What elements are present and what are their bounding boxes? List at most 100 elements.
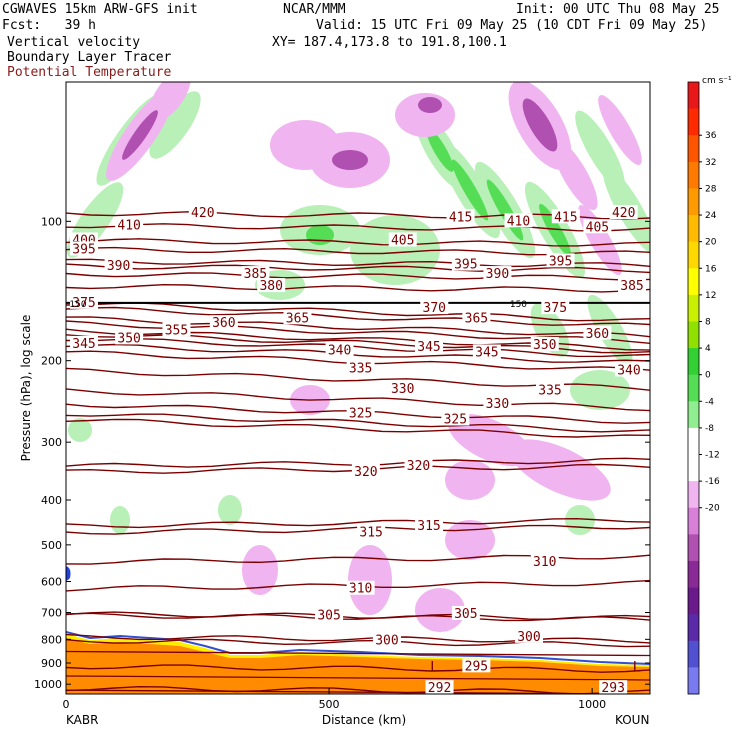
theta-label: 292 xyxy=(428,681,451,696)
theta-label: 355 xyxy=(165,323,188,338)
theta-contour-line xyxy=(66,413,650,433)
theta-label: 390 xyxy=(486,267,509,282)
y-tick-label: 100 xyxy=(41,215,62,228)
colorbar-swatch xyxy=(688,454,699,482)
theta-label-bg xyxy=(325,342,354,357)
theta-label: 320 xyxy=(354,465,377,480)
colorbar-swatch xyxy=(688,560,699,589)
theta-label: 370 xyxy=(423,301,446,316)
theta-label-bg xyxy=(346,580,375,595)
y-axis: 100 200 300 400 500 600 700 800 900 1000 xyxy=(34,215,650,691)
plot-frame xyxy=(65,81,651,695)
theta-contour-line xyxy=(66,388,650,412)
org-label: NCAR/MMM xyxy=(283,2,346,17)
theta-contour-line xyxy=(66,675,650,681)
theta-label-bg xyxy=(257,278,286,293)
theta-label-bg xyxy=(162,322,191,337)
theta-label: 350 xyxy=(533,338,556,353)
theta-label: 330 xyxy=(486,397,509,412)
theta-label: 300 xyxy=(517,630,540,645)
theta-label-bg xyxy=(599,680,628,695)
theta-label: 415 xyxy=(449,210,472,225)
theta-label: 325 xyxy=(444,412,467,427)
theta-label: 305 xyxy=(317,608,340,623)
theta-label-bg xyxy=(283,310,312,325)
theta-label: 410 xyxy=(507,214,530,229)
colorbar-swatch xyxy=(688,82,699,110)
theta-contour-line xyxy=(66,223,650,232)
y-axis-title: Pressure (hPa), log scale xyxy=(19,315,33,462)
theta-contour-line xyxy=(66,612,650,622)
theta-label-bg xyxy=(425,680,454,695)
colorbar-label: 24 xyxy=(705,211,717,221)
x-tick-label: 0 xyxy=(63,698,70,711)
x-axis: 0 500 1000 xyxy=(63,688,606,711)
field-boundary-layer-tracer: Boundary Layer Tracer xyxy=(7,50,172,65)
theta-contour-line xyxy=(66,338,650,358)
theta-label: 335 xyxy=(538,384,561,399)
colorbar-swatch xyxy=(688,427,699,456)
theta-contour-line xyxy=(66,650,650,657)
theta-label-bg xyxy=(104,258,133,273)
theta-label-bg xyxy=(209,315,238,330)
theta-label: 340 xyxy=(328,343,351,358)
theta-label: 320 xyxy=(407,459,430,474)
theta-label-bg xyxy=(188,205,217,220)
theta-label-bg xyxy=(462,658,491,673)
y-tick-label: 300 xyxy=(41,436,62,449)
theta-label: 345 xyxy=(72,337,95,352)
theta-label: 330 xyxy=(391,382,414,397)
theta-label: 310 xyxy=(533,555,556,570)
theta-label-bg xyxy=(115,217,144,232)
y-tick-label: 600 xyxy=(41,576,62,589)
colorbar: 36 32 28 24 20 16 12 8 4 0 -4 -8 -12 -16 -20 xyxy=(687,81,720,695)
theta-label: 325 xyxy=(349,406,372,421)
theta-label-bg xyxy=(388,380,417,395)
theta-label-bg xyxy=(530,336,559,351)
forecast-hour: Fcst: 39 h xyxy=(2,18,96,33)
colorbar-swatch xyxy=(688,374,699,402)
theta-label-bg xyxy=(446,209,475,224)
colorbar-swatch xyxy=(688,188,699,216)
x-tick-label: 500 xyxy=(319,698,340,711)
theta-label: 360 xyxy=(212,316,235,331)
theta-label-bg xyxy=(404,458,433,473)
theta-contour-line xyxy=(66,283,650,293)
model-title: CGWAVES 15km ARW-GFS init xyxy=(2,2,198,17)
theta-contour-line xyxy=(66,638,650,648)
theta-label-bg xyxy=(618,278,646,293)
theta-label: 385 xyxy=(620,279,643,294)
theta-contour-line xyxy=(66,302,650,322)
theta-contour-line xyxy=(66,272,650,281)
theta-label-bg xyxy=(472,344,501,359)
colorbar-label: -20 xyxy=(705,504,720,514)
theta-label: 310 xyxy=(349,582,372,597)
y-tick-label: 500 xyxy=(41,539,62,552)
theta-label: 293 xyxy=(601,681,624,696)
theta-contour-line xyxy=(66,689,650,694)
colorbar-swatch xyxy=(688,161,699,189)
y-tick-label: 800 xyxy=(41,633,62,646)
theta-label-bg xyxy=(609,205,638,220)
y-tick-label: 900 xyxy=(41,657,62,670)
theta-label-bg xyxy=(388,232,417,247)
theta-label-bg xyxy=(536,382,565,397)
x-axis-title: Distance (km) xyxy=(322,713,406,727)
low-marker: L xyxy=(633,659,641,675)
theta-label: 395 xyxy=(454,258,477,273)
colorbar-label: 12 xyxy=(705,291,716,301)
theta-label: 405 xyxy=(391,233,414,248)
theta-label-bg xyxy=(415,517,444,532)
colorbar-label: -4 xyxy=(705,397,714,407)
theta-label: 420 xyxy=(612,206,635,221)
theta-label-bg xyxy=(346,360,375,375)
field-potential-temperature: Potential Temperature xyxy=(7,65,172,80)
theta-contour-line xyxy=(66,664,650,673)
theta-label-bg xyxy=(514,628,543,643)
colorbar-swatch xyxy=(688,640,699,668)
theta-label: 420 xyxy=(191,206,214,221)
theta-label: 415 xyxy=(554,210,577,225)
theta-label-bg xyxy=(462,310,491,325)
theta-label: 395 xyxy=(549,254,572,269)
